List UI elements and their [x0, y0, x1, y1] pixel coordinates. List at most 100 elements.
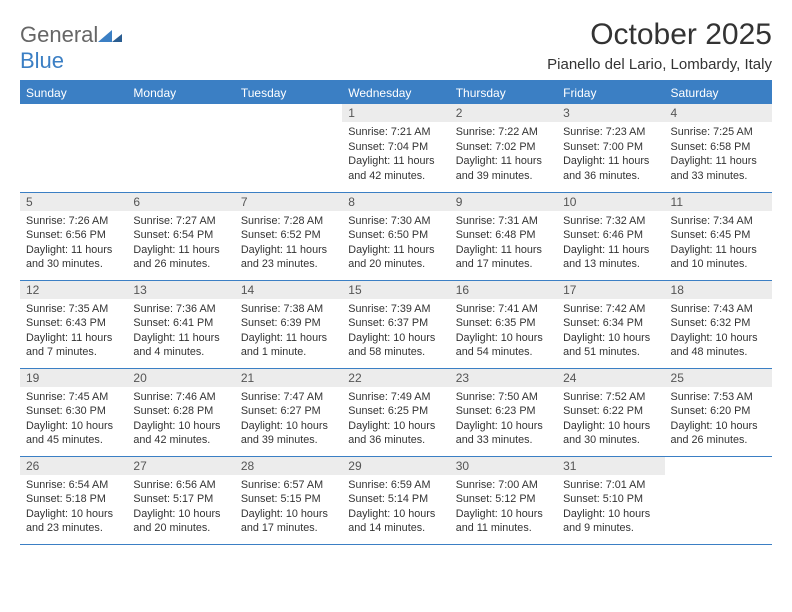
daylight-text: Daylight: 10 hours and 39 minutes. — [241, 419, 336, 448]
daylight-text: Daylight: 11 hours and 36 minutes. — [563, 154, 658, 183]
day-body: Sunrise: 6:57 AMSunset: 5:15 PMDaylight:… — [235, 475, 342, 540]
day-body: Sunrise: 7:21 AMSunset: 7:04 PMDaylight:… — [342, 122, 449, 187]
day-number: 14 — [235, 281, 342, 299]
day-number: 23 — [450, 369, 557, 387]
daylight-text: Daylight: 11 hours and 13 minutes. — [563, 243, 658, 272]
day-body: Sunrise: 7:42 AMSunset: 6:34 PMDaylight:… — [557, 299, 664, 364]
sunset-text: Sunset: 6:52 PM — [241, 228, 336, 243]
daylight-text: Daylight: 10 hours and 51 minutes. — [563, 331, 658, 360]
daylight-text: Daylight: 10 hours and 42 minutes. — [133, 419, 228, 448]
calendar-cell — [665, 456, 772, 544]
sunset-text: Sunset: 7:02 PM — [456, 140, 551, 155]
daylight-text: Daylight: 10 hours and 33 minutes. — [456, 419, 551, 448]
day-body: Sunrise: 7:45 AMSunset: 6:30 PMDaylight:… — [20, 387, 127, 452]
day-body: Sunrise: 7:49 AMSunset: 6:25 PMDaylight:… — [342, 387, 449, 452]
calendar-cell: 5Sunrise: 7:26 AMSunset: 6:56 PMDaylight… — [20, 192, 127, 280]
sunrise-text: Sunrise: 7:53 AM — [671, 390, 766, 405]
calendar-row: 5Sunrise: 7:26 AMSunset: 6:56 PMDaylight… — [20, 192, 772, 280]
sunset-text: Sunset: 5:17 PM — [133, 492, 228, 507]
month-title: October 2025 — [547, 18, 772, 52]
sunrise-text: Sunrise: 7:41 AM — [456, 302, 551, 317]
sunrise-text: Sunrise: 7:36 AM — [133, 302, 228, 317]
daylight-text: Daylight: 10 hours and 45 minutes. — [26, 419, 121, 448]
calendar-cell: 10Sunrise: 7:32 AMSunset: 6:46 PMDayligh… — [557, 192, 664, 280]
sunset-text: Sunset: 6:39 PM — [241, 316, 336, 331]
sunrise-text: Sunrise: 7:31 AM — [456, 214, 551, 229]
daylight-text: Daylight: 11 hours and 33 minutes. — [671, 154, 766, 183]
sunset-text: Sunset: 6:45 PM — [671, 228, 766, 243]
day-number: 5 — [20, 193, 127, 211]
day-body: Sunrise: 7:22 AMSunset: 7:02 PMDaylight:… — [450, 122, 557, 187]
calendar-cell: 26Sunrise: 6:54 AMSunset: 5:18 PMDayligh… — [20, 456, 127, 544]
day-body: Sunrise: 7:23 AMSunset: 7:00 PMDaylight:… — [557, 122, 664, 187]
sunset-text: Sunset: 6:58 PM — [671, 140, 766, 155]
title-block: October 2025 Pianello del Lario, Lombard… — [547, 18, 772, 73]
sunrise-text: Sunrise: 7:35 AM — [26, 302, 121, 317]
calendar-cell: 9Sunrise: 7:31 AMSunset: 6:48 PMDaylight… — [450, 192, 557, 280]
daylight-text: Daylight: 11 hours and 20 minutes. — [348, 243, 443, 272]
header: General Blue October 2025 Pianello del L… — [20, 18, 772, 74]
day-body: Sunrise: 7:46 AMSunset: 6:28 PMDaylight:… — [127, 387, 234, 452]
day-number: 22 — [342, 369, 449, 387]
calendar-cell: 15Sunrise: 7:39 AMSunset: 6:37 PMDayligh… — [342, 280, 449, 368]
day-body: Sunrise: 6:59 AMSunset: 5:14 PMDaylight:… — [342, 475, 449, 540]
sunrise-text: Sunrise: 7:47 AM — [241, 390, 336, 405]
daylight-text: Daylight: 11 hours and 10 minutes. — [671, 243, 766, 272]
sunset-text: Sunset: 6:25 PM — [348, 404, 443, 419]
daylight-text: Daylight: 10 hours and 54 minutes. — [456, 331, 551, 360]
calendar-cell: 17Sunrise: 7:42 AMSunset: 6:34 PMDayligh… — [557, 280, 664, 368]
daylight-text: Daylight: 11 hours and 7 minutes. — [26, 331, 121, 360]
sunset-text: Sunset: 6:22 PM — [563, 404, 658, 419]
sunrise-text: Sunrise: 7:45 AM — [26, 390, 121, 405]
day-number: 7 — [235, 193, 342, 211]
sunrise-text: Sunrise: 7:25 AM — [671, 125, 766, 140]
day-number: 29 — [342, 457, 449, 475]
sunrise-text: Sunrise: 7:30 AM — [348, 214, 443, 229]
sunrise-text: Sunrise: 7:49 AM — [348, 390, 443, 405]
day-body: Sunrise: 7:28 AMSunset: 6:52 PMDaylight:… — [235, 211, 342, 276]
sunset-text: Sunset: 5:12 PM — [456, 492, 551, 507]
day-number: 4 — [665, 104, 772, 122]
day-header: Thursday — [450, 81, 557, 104]
sunrise-text: Sunrise: 7:28 AM — [241, 214, 336, 229]
calendar-cell: 24Sunrise: 7:52 AMSunset: 6:22 PMDayligh… — [557, 368, 664, 456]
day-header: Monday — [127, 81, 234, 104]
day-number: 8 — [342, 193, 449, 211]
daylight-text: Daylight: 10 hours and 20 minutes. — [133, 507, 228, 536]
daylight-text: Daylight: 10 hours and 30 minutes. — [563, 419, 658, 448]
sunrise-text: Sunrise: 7:50 AM — [456, 390, 551, 405]
day-number: 31 — [557, 457, 664, 475]
calendar-cell: 6Sunrise: 7:27 AMSunset: 6:54 PMDaylight… — [127, 192, 234, 280]
day-body: Sunrise: 7:53 AMSunset: 6:20 PMDaylight:… — [665, 387, 772, 452]
calendar-cell: 3Sunrise: 7:23 AMSunset: 7:00 PMDaylight… — [557, 104, 664, 192]
calendar-cell: 28Sunrise: 6:57 AMSunset: 5:15 PMDayligh… — [235, 456, 342, 544]
sunrise-text: Sunrise: 7:22 AM — [456, 125, 551, 140]
daylight-text: Daylight: 11 hours and 26 minutes. — [133, 243, 228, 272]
sunset-text: Sunset: 5:18 PM — [26, 492, 121, 507]
sunset-text: Sunset: 6:50 PM — [348, 228, 443, 243]
sunrise-text: Sunrise: 7:32 AM — [563, 214, 658, 229]
brand-logo: General Blue — [20, 22, 122, 74]
sunset-text: Sunset: 6:41 PM — [133, 316, 228, 331]
day-number: 17 — [557, 281, 664, 299]
calendar-cell: 30Sunrise: 7:00 AMSunset: 5:12 PMDayligh… — [450, 456, 557, 544]
day-number: 28 — [235, 457, 342, 475]
sunrise-text: Sunrise: 7:52 AM — [563, 390, 658, 405]
sunset-text: Sunset: 6:37 PM — [348, 316, 443, 331]
calendar-cell: 14Sunrise: 7:38 AMSunset: 6:39 PMDayligh… — [235, 280, 342, 368]
brand-mark-icon — [98, 24, 122, 42]
day-header: Sunday — [20, 81, 127, 104]
location-text: Pianello del Lario, Lombardy, Italy — [547, 56, 772, 73]
day-number: 27 — [127, 457, 234, 475]
sunset-text: Sunset: 5:14 PM — [348, 492, 443, 507]
day-number: 25 — [665, 369, 772, 387]
sunset-text: Sunset: 6:34 PM — [563, 316, 658, 331]
day-number: 12 — [20, 281, 127, 299]
calendar-cell — [127, 104, 234, 192]
sunrise-text: Sunrise: 6:57 AM — [241, 478, 336, 493]
day-number: 18 — [665, 281, 772, 299]
day-body: Sunrise: 7:36 AMSunset: 6:41 PMDaylight:… — [127, 299, 234, 364]
sunrise-text: Sunrise: 7:21 AM — [348, 125, 443, 140]
calendar-cell: 29Sunrise: 6:59 AMSunset: 5:14 PMDayligh… — [342, 456, 449, 544]
calendar-cell: 4 Sunrise: 7:25 AMSunset: 6:58 PMDaylight… — [665, 104, 772, 192]
